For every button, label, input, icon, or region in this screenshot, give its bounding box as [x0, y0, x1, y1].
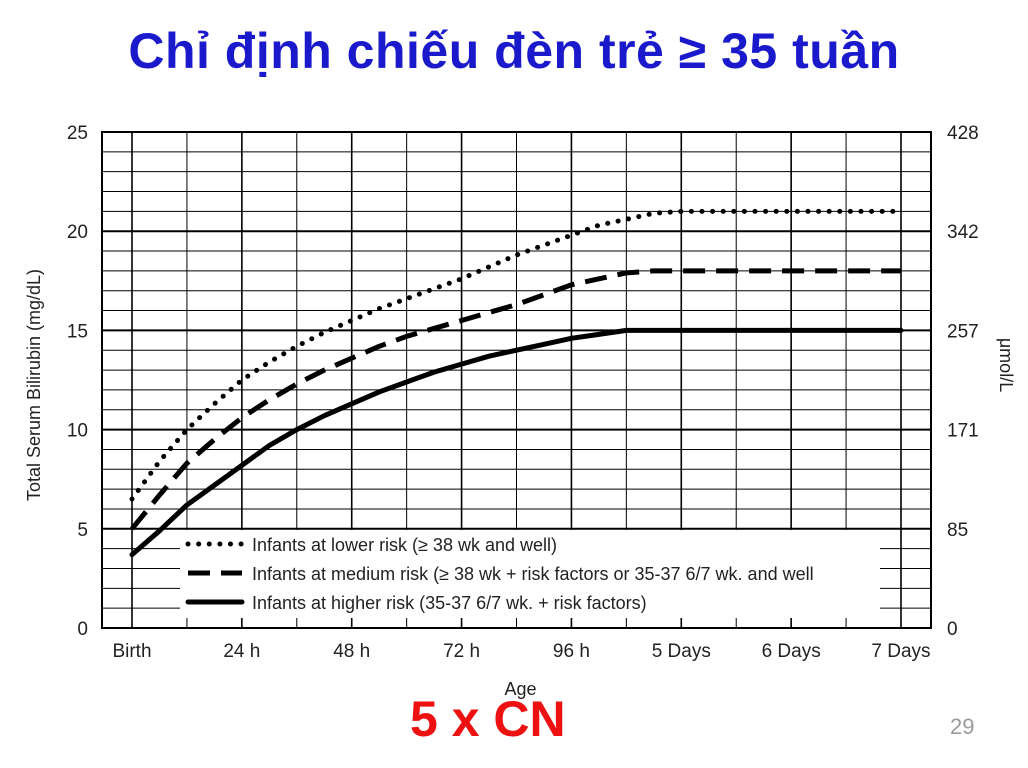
slide-title: Chỉ định chiếu đèn trẻ ≥ 35 tuần	[128, 23, 900, 79]
y-tick-label: 20	[67, 222, 88, 243]
series-line-dashed	[130, 268, 901, 531]
x-tick-label: 7 Days	[871, 641, 930, 662]
y-axis-title: Total Serum Bilirubin (mg/dL)	[24, 269, 44, 501]
footer-note: 5 x CN	[410, 691, 566, 747]
x-tick-label: 96 h	[553, 641, 590, 662]
y-tick-label: 15	[67, 321, 88, 342]
legend-label: Infants at higher risk (35-37 6/7 wk. + …	[252, 593, 647, 613]
y2-tick-label: 85	[947, 520, 968, 541]
y2-tick-label: 428	[947, 123, 979, 144]
series-line-solid	[129, 327, 904, 558]
y2-tick-label: 257	[947, 321, 979, 342]
x-tick-label: Birth	[112, 641, 151, 662]
y-tick-label: 10	[67, 421, 88, 442]
x-axis-title: Age	[504, 679, 536, 699]
x-tick-label: 5 Days	[652, 641, 711, 662]
y-tick-label: 0	[77, 619, 88, 640]
x-tick-label: 48 h	[333, 641, 370, 662]
page-number: 29	[950, 714, 975, 739]
y-tick-label: 25	[67, 123, 88, 144]
x-tick-label: 6 Days	[762, 641, 821, 662]
plot-frame	[101, 131, 932, 629]
y2-tick-label: 342	[947, 222, 979, 243]
x-tick-label: 72 h	[443, 641, 480, 662]
legend-label: Infants at medium risk (≥ 38 wk + risk f…	[252, 564, 814, 584]
series-line-dotted	[129, 208, 904, 502]
x-tick-label: 24 h	[223, 641, 260, 662]
y2-axis-title: μmol/L	[996, 338, 1016, 392]
y-tick-label: 5	[77, 520, 88, 541]
y2-tick-label: 171	[947, 421, 979, 442]
legend-box	[180, 530, 880, 618]
legend-label: Infants at lower risk (≥ 38 wk and well)	[252, 535, 557, 555]
y2-tick-label: 0	[947, 619, 958, 640]
